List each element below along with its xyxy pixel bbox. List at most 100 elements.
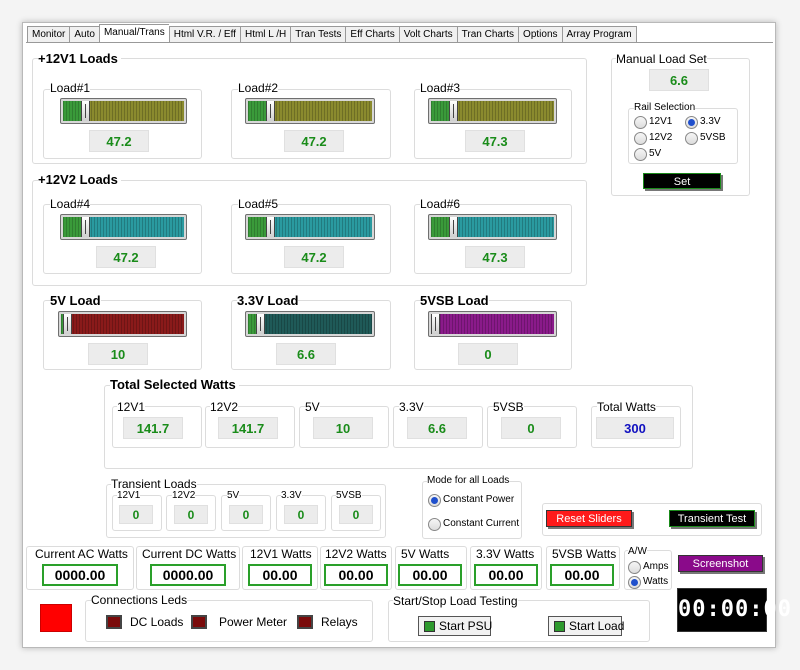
tw-5v-value: 10 [313,417,373,439]
tw-12v2-panel [205,406,295,448]
transient-loads-group [106,484,386,538]
readout-33v-label: 3.3V Watts [476,547,535,561]
slider-thumb[interactable] [449,101,459,121]
load1-label: Load#1 [50,81,91,95]
load5-value: 47.2 [284,246,344,268]
load1-panel [43,89,202,159]
readout-ac-panel [26,546,134,590]
mode-constant-current[interactable]: Constant Current [428,518,519,531]
tab-manual-trans[interactable]: Manual/Trans [98,24,169,43]
load1-slider[interactable] [60,98,187,124]
aw-title: A/W [628,546,647,557]
load5-slider[interactable] [245,214,375,240]
aw-radio-watts[interactable]: Watts [628,576,668,589]
tab-auto[interactable]: Auto [69,26,99,43]
tr-5vsb-value: 0 [339,505,373,524]
tab-html-lh[interactable]: Html L /H [239,26,291,43]
led-dc-loads-label: DC Loads [130,615,184,629]
slider-thumb[interactable] [80,217,90,237]
manual-load-value: 6.6 [649,69,709,91]
tab-volt-charts[interactable]: Volt Charts [398,26,457,43]
tab-array-program[interactable]: Array Program [561,26,637,43]
tr-33v-value: 0 [284,505,318,524]
load3-slider[interactable] [428,98,557,124]
slider-thumb[interactable] [266,101,276,121]
slider-fill [431,101,454,121]
tab-monitor[interactable]: Monitor [27,26,70,43]
readout-5vsb-panel [546,546,620,590]
load2-label: Load#2 [238,81,279,95]
slider-thumb[interactable] [63,314,73,334]
slider-track-rest [453,101,554,121]
load6-value: 47.3 [465,246,525,268]
readout-12v2-label: 12V2 Watts [325,547,387,561]
screenshot-button[interactable]: Screenshot [678,555,763,572]
reset-sliders-button[interactable]: Reset Sliders [546,510,632,527]
rail-radio-3v3[interactable]: 3.3V [685,116,721,129]
load-5vsb-panel [414,300,572,370]
rail-radio-5v[interactable]: 5V [634,148,661,161]
tw-5v-panel [299,406,389,448]
load-5v-value: 10 [88,343,148,365]
readout-5vsb-value: 00.00 [550,564,614,586]
slider-track-rest [84,101,184,121]
slider-fill [248,217,271,237]
tr-12v1-value: 0 [119,505,153,524]
tab-bar: Monitor Auto Manual/Trans Html V.R. / Ef… [27,24,637,43]
tr-12v2-value: 0 [174,505,208,524]
slider-track-rest [67,314,184,334]
start-load-button[interactable]: Start Load [548,616,624,636]
load2-slider[interactable] [245,98,375,124]
total-watts-title: Total Selected Watts [110,377,239,392]
readout-ac-value: 0000.00 [42,564,118,586]
rail-radio-5vsb[interactable]: 5VSB [685,132,726,145]
slider-thumb[interactable] [266,217,276,237]
start-psu-button[interactable]: Start PSU [418,616,492,636]
tab-options[interactable]: Options [518,26,562,43]
slider-thumb[interactable] [431,314,440,334]
load-5v-panel [43,300,202,370]
load-5v-label: 5V Load [50,293,101,308]
slider-track-rest [270,101,372,121]
readout-5vsb-label: 5VSB Watts [552,547,617,561]
rail-radio-12v1[interactable]: 12V1 [634,116,672,129]
tw-12v2-value: 141.7 [218,417,278,439]
load2-value: 47.2 [284,130,344,152]
tab-tran-tests[interactable]: Tran Tests [290,26,346,43]
readout-ac-label: Current AC Watts [35,547,128,561]
load6-slider[interactable] [428,214,557,240]
tab-eff-charts[interactable]: Eff Charts [345,26,399,43]
tw-33v-label: 3.3V [399,400,424,414]
aw-group [624,550,672,590]
slider-thumb[interactable] [256,314,266,334]
readout-dc-value: 0000.00 [150,564,226,586]
timer-display: 00:00:00 [677,588,791,632]
load-33v-slider[interactable] [245,311,375,337]
status-indicator [40,604,72,632]
led-relays [297,615,313,629]
tab-tran-charts[interactable]: Tran Charts [456,26,519,43]
tab-html-vr-eff[interactable]: Html V.R. / Eff [168,26,240,43]
load-5vsb-slider[interactable] [428,311,557,337]
load4-value: 47.2 [96,246,156,268]
mode-constant-power[interactable]: Constant Power [428,494,514,507]
rail-radio-12v2[interactable]: 12V2 [634,132,672,145]
connections-title: Connections Leds [91,593,188,607]
led-power-meter [191,615,207,629]
slider-fill [63,217,85,237]
load5-label: Load#5 [238,197,279,211]
readout-12v1-label: 12V1 Watts [250,547,312,561]
slider-thumb[interactable] [449,217,459,237]
aw-radio-amps[interactable]: Amps [628,561,669,574]
load4-slider[interactable] [60,214,187,240]
slider-thumb[interactable] [80,101,90,121]
slider-fill [431,217,454,237]
load-5v-slider[interactable] [58,311,187,337]
load-33v-label: 3.3V Load [237,293,299,308]
tab-divider [26,42,773,43]
readout-dc-panel [136,546,240,590]
transient-test-button[interactable]: Transient Test [669,510,755,527]
slider-track-rest [260,314,372,334]
group-12v1-loads [32,58,587,164]
set-button[interactable]: Set [643,173,721,189]
